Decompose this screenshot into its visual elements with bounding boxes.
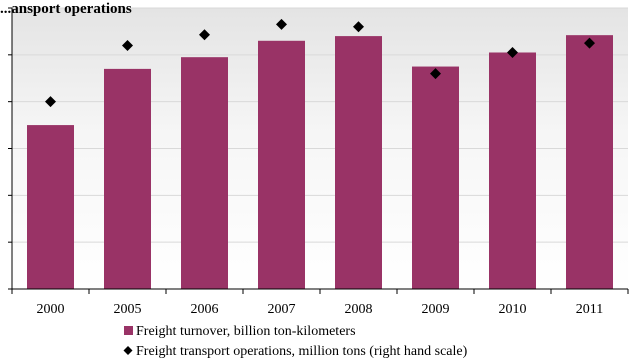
x-tick-label: 2005 [114,302,142,317]
bar-2011 [566,35,613,290]
bar-2008 [335,36,382,289]
bar-2009 [412,66,459,290]
bar-2000 [27,125,74,289]
legend-marker-swatch [123,346,133,355]
x-tick-label: 2009 [422,302,450,317]
chart-title: ...ansport operations [0,1,132,17]
marker-2011 [584,37,595,49]
legend-bar-swatch [124,326,133,335]
x-tick-label: 2010 [499,302,527,317]
bar-2007 [258,40,305,290]
marker-2009 [430,68,441,80]
x-tick-label: 2000 [37,302,65,317]
x-tick-label: 2007 [268,302,296,317]
marker-2005 [122,39,133,51]
x-tick-label: 2008 [345,302,373,317]
bar-2006 [181,57,228,289]
marker-2008 [353,21,364,33]
bar-series [27,35,613,290]
legend: Freight turnover, billion ton-kilometers… [123,324,468,359]
x-tick-label: 2006 [191,302,219,317]
bar-2005 [104,68,151,289]
marker-2000 [45,96,56,108]
legend-marker-label: Freight transport operations, million to… [136,344,468,359]
marker-2010 [507,46,518,58]
marker-2007 [276,18,287,30]
marker-2006 [199,29,210,41]
legend-bar-label: Freight turnover, billion ton-kilometers [136,324,356,339]
x-axis-labels: 2000 2005 2006 2007 2008 2009 2010 2011 [37,302,604,317]
axes [8,7,629,294]
bar-2010 [489,52,536,289]
x-tick-label: 2011 [576,302,603,317]
marker-series [45,18,595,108]
